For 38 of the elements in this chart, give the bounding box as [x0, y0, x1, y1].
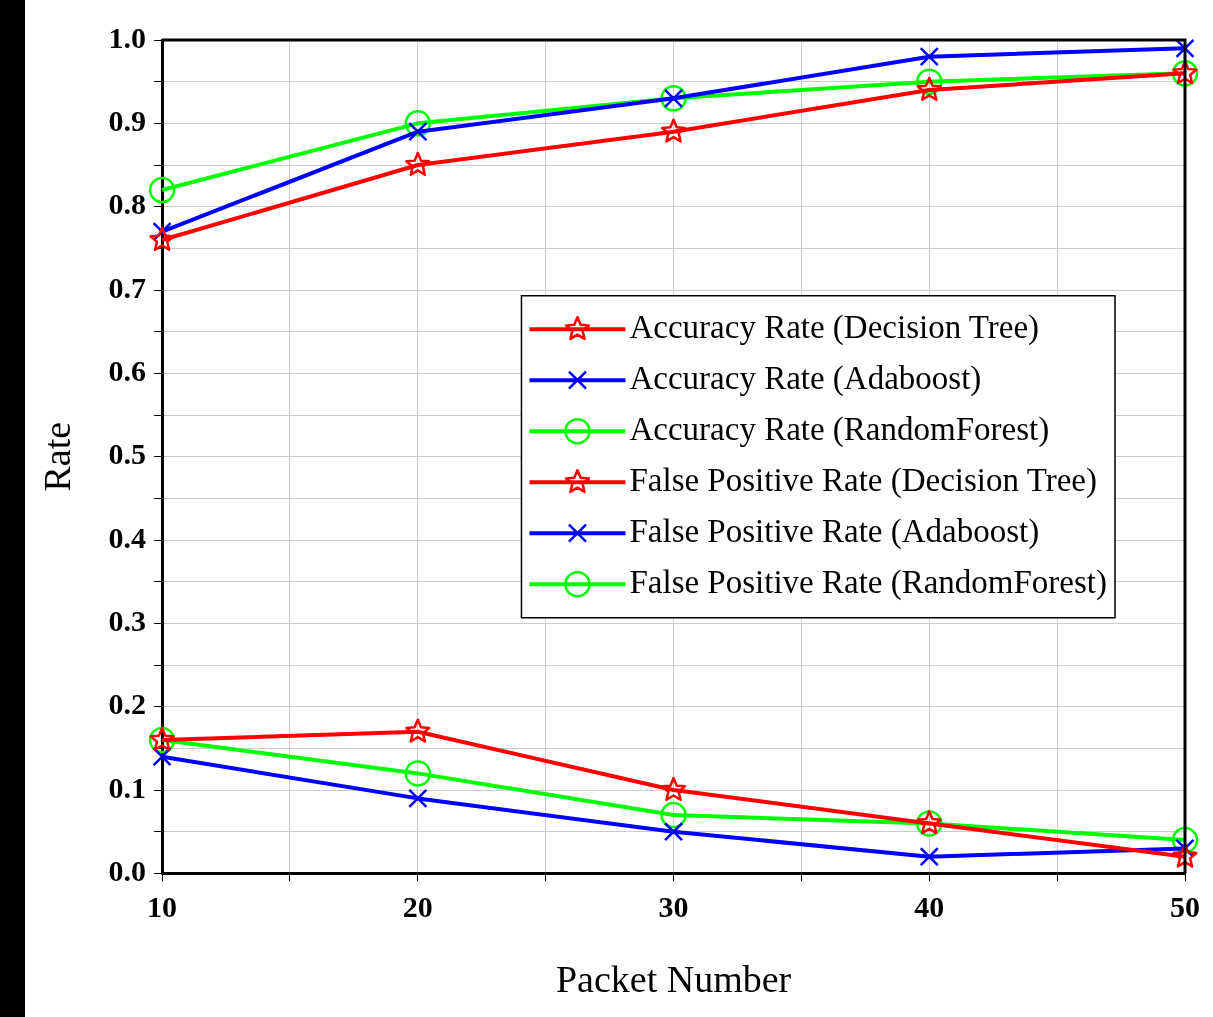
point: [1175, 38, 1195, 59]
point: [919, 46, 940, 67]
legend-label: False Positive Rate (Adaboost): [629, 512, 1040, 550]
point: [405, 718, 431, 743]
point: [148, 176, 176, 204]
point: [404, 760, 432, 787]
y-tick-label: 0.2: [108, 687, 147, 721]
point: [663, 822, 684, 842]
point: [1172, 843, 1198, 868]
legend-label: False Positive Rate (Decision Tree): [629, 461, 1097, 499]
legend-label: Accuracy Rate (Adaboost): [629, 359, 982, 397]
y-tick-label: 0.9: [108, 104, 147, 138]
y-tick-label: 0.5: [108, 437, 147, 471]
x-tick-label: 10: [147, 890, 178, 924]
y-tick-label: 0.8: [108, 187, 147, 221]
point: [660, 776, 687, 802]
point: [405, 151, 431, 176]
point: [149, 226, 175, 251]
x-tick-label: 50: [1170, 890, 1200, 924]
legend-label: Accuracy Rate (RandomForest): [629, 410, 1050, 448]
legend-label: False Positive Rate (RandomForest): [629, 563, 1108, 601]
x-tick-label: 40: [914, 890, 945, 924]
legend-label: Accuracy Rate (Decision Tree): [629, 308, 1040, 346]
point: [408, 788, 428, 809]
y-tick-label: 0.7: [108, 270, 147, 304]
y-tick-label: 0.6: [108, 354, 147, 388]
y-tick-label: 1.0: [108, 20, 147, 54]
x-axis-title: Packet Number: [555, 958, 792, 1001]
y-tick-label: 0.0: [108, 854, 147, 888]
point: [660, 118, 687, 143]
y-axis-title: Rate: [35, 421, 78, 492]
y-tick-label: 0.1: [108, 770, 147, 804]
y-tick-label: 0.4: [108, 520, 147, 554]
x-tick-label: 20: [402, 890, 433, 924]
x-tick-label: 30: [658, 890, 689, 924]
point: [916, 76, 942, 101]
y-tick-label: 0.3: [108, 604, 147, 638]
point: [919, 847, 940, 867]
